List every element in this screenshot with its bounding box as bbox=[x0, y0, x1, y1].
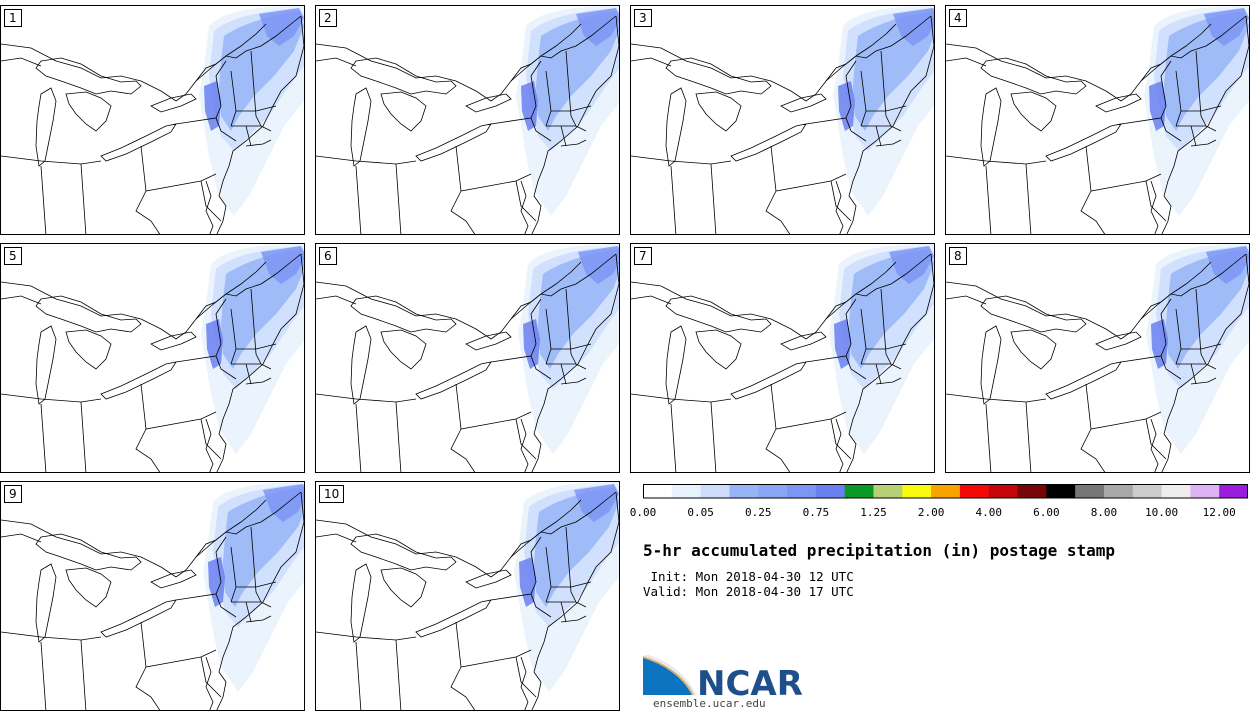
member-panel-7: 7 bbox=[630, 243, 935, 473]
precip-map bbox=[316, 244, 619, 472]
precip-map bbox=[316, 6, 619, 234]
member-label: 1 bbox=[4, 9, 22, 27]
member-panel-5: 5 bbox=[0, 243, 305, 473]
precip-map bbox=[1, 244, 304, 472]
colorbar-tick-label: 6.00 bbox=[1033, 506, 1060, 519]
colorbar-swatch bbox=[844, 484, 874, 498]
colorbar-swatch bbox=[700, 484, 730, 498]
colorbar-tick-label: 10.00 bbox=[1145, 506, 1179, 519]
colorbar-tick-label: 12.00 bbox=[1202, 506, 1236, 519]
colorbar-swatch bbox=[1103, 484, 1134, 498]
colorbar-swatch bbox=[643, 484, 673, 498]
member-label: 9 bbox=[4, 485, 22, 503]
precip-colorbar bbox=[643, 484, 1248, 499]
member-label: 10 bbox=[319, 485, 345, 503]
colorbar-swatch bbox=[1132, 484, 1163, 498]
member-label: 8 bbox=[949, 247, 967, 265]
colorbar-swatch bbox=[1075, 484, 1105, 498]
colorbar-tick-label: 1.25 bbox=[860, 506, 887, 519]
colorbar-swatch bbox=[1161, 484, 1191, 498]
colorbar-tick-label: 2.00 bbox=[917, 506, 945, 519]
colorbar-swatch bbox=[931, 484, 961, 498]
member-panel-6: 6 bbox=[315, 243, 620, 473]
colorbar-tick-label: 0.05 bbox=[687, 506, 714, 519]
colorbar-swatch bbox=[988, 484, 1019, 498]
colorbar-tick-label: 0.00 bbox=[629, 506, 657, 519]
colorbar-swatch bbox=[959, 484, 990, 498]
logo-url: ensemble.ucar.edu bbox=[653, 697, 766, 710]
colorbar-swatch bbox=[1219, 484, 1248, 498]
member-panel-4: 4 bbox=[945, 5, 1250, 235]
colorbar-swatch bbox=[758, 484, 788, 498]
colorbar-tick-label: 0.25 bbox=[744, 506, 772, 519]
colorbar-swatch bbox=[815, 484, 846, 498]
colorbar-swatch bbox=[729, 484, 759, 498]
colorbar-tick-label: 0.75 bbox=[802, 506, 830, 519]
member-label: 2 bbox=[319, 9, 337, 27]
precip-map bbox=[631, 6, 934, 234]
member-label: 6 bbox=[319, 247, 337, 265]
member-panel-9: 9 bbox=[0, 481, 305, 711]
page-title: 5-hr accumulated precipitation (in) post… bbox=[643, 541, 1116, 560]
precip-map bbox=[946, 244, 1249, 472]
precip-map bbox=[316, 482, 619, 710]
member-panel-1: 1 bbox=[0, 5, 305, 235]
colorbar-swatch bbox=[671, 484, 702, 498]
logo-text: NCAR bbox=[697, 664, 803, 697]
colorbar-swatch bbox=[873, 484, 903, 498]
member-panel-2: 2 bbox=[315, 5, 620, 235]
valid-time: Valid: Mon 2018-04-30 17 UTC bbox=[643, 584, 854, 599]
precip-shading bbox=[829, 244, 934, 454]
member-label: 3 bbox=[634, 9, 652, 27]
precip-shading bbox=[1144, 6, 1249, 216]
colorbar-swatch bbox=[1046, 484, 1076, 498]
member-label: 7 bbox=[634, 247, 652, 265]
ncar-logo: NCAR bbox=[643, 655, 803, 697]
member-label: 5 bbox=[4, 247, 22, 265]
precip-map bbox=[1, 482, 304, 710]
precip-map bbox=[946, 6, 1249, 234]
colorbar-swatch bbox=[787, 484, 817, 498]
member-panel-3: 3 bbox=[630, 5, 935, 235]
precip-map bbox=[631, 244, 934, 472]
colorbar-frame bbox=[643, 484, 1248, 499]
colorbar-swatch bbox=[1017, 484, 1047, 498]
member-panel-10: 10 bbox=[315, 481, 620, 711]
member-label: 4 bbox=[949, 9, 967, 27]
colorbar-tick-label: 8.00 bbox=[1090, 506, 1118, 519]
colorbar-swatch bbox=[1190, 484, 1220, 498]
init-time: Init: Mon 2018-04-30 12 UTC bbox=[643, 569, 854, 584]
colorbar-tick-label: 4.00 bbox=[975, 506, 1002, 519]
colorbar-swatch bbox=[902, 484, 932, 498]
member-panel-8: 8 bbox=[945, 243, 1250, 473]
precip-map bbox=[1, 6, 304, 234]
